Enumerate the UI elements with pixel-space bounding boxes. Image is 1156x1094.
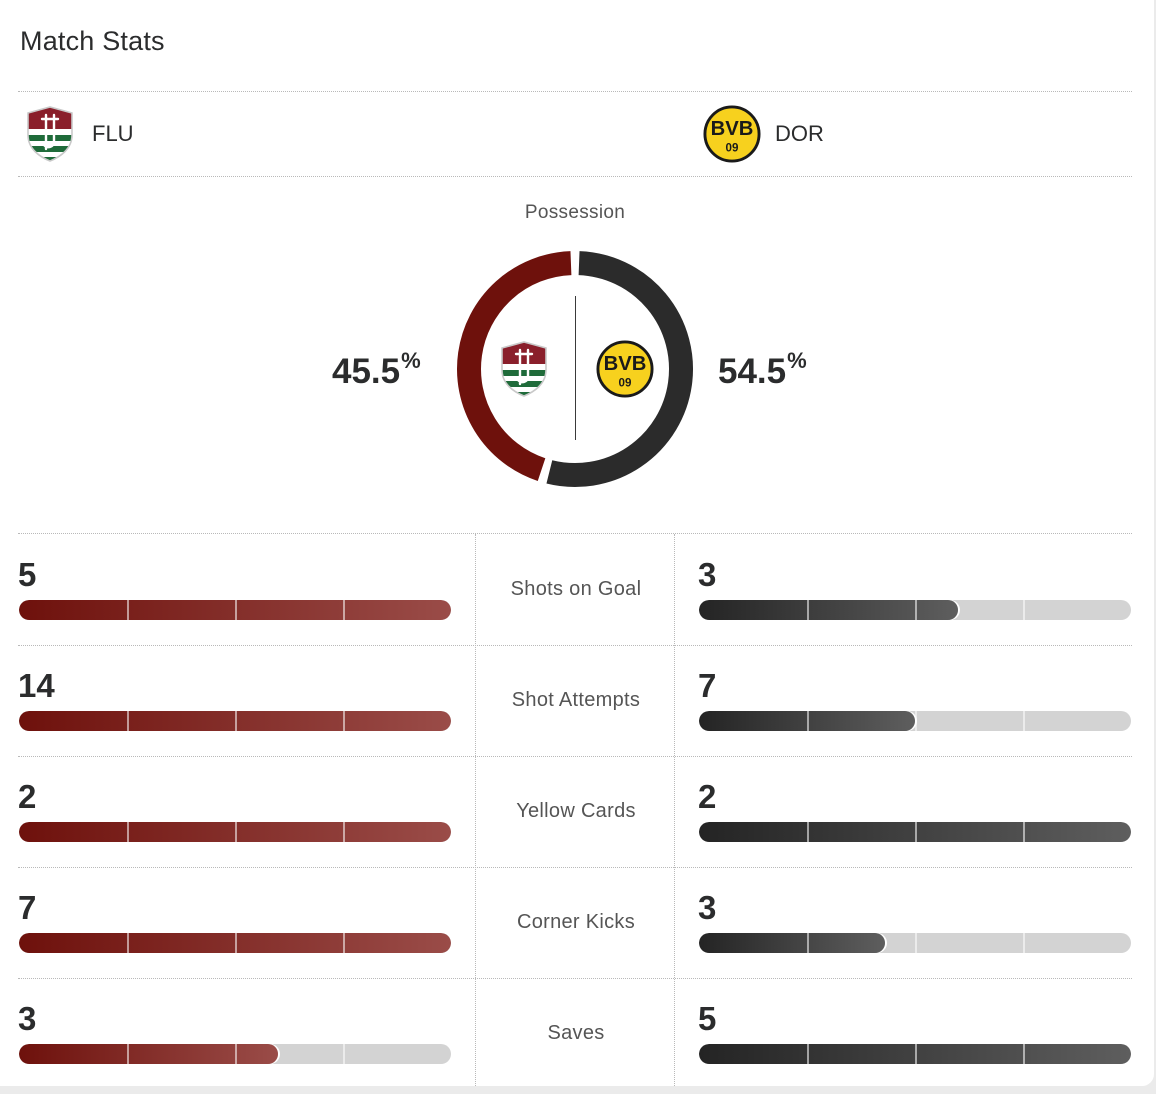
bar-tick: [807, 933, 809, 953]
home-stat-bar: [19, 711, 451, 731]
bar-tick: [1023, 933, 1025, 953]
home-stat-bar: [19, 822, 451, 842]
away-stat-bar-fill: [699, 933, 885, 953]
bar-tick: [343, 1044, 345, 1064]
bar-tick: [235, 600, 237, 620]
divider: [18, 533, 1132, 534]
divider: [18, 176, 1132, 177]
bar-tick: [915, 600, 917, 620]
stat-label: Shot Attempts: [511, 689, 641, 711]
bar-tick: [343, 711, 345, 731]
away-possession-value: 54.5%: [718, 348, 807, 391]
home-stat-value: 14: [18, 667, 55, 704]
bar-tick: [1023, 711, 1025, 731]
home-stat-bar-fill: [19, 1044, 279, 1064]
stat-row-yellow-cards: 2 Yellow Cards 2: [18, 756, 1132, 867]
away-stat-value: 3: [698, 556, 717, 593]
bar-tick: [915, 711, 917, 731]
donut-divider: [575, 296, 576, 440]
possession-label: Possession: [524, 202, 626, 223]
stat-label: Shots on Goal: [510, 578, 642, 600]
divider: [18, 645, 1132, 646]
away-stat-value: 5: [698, 1000, 717, 1037]
divider: [18, 91, 1132, 92]
bar-tick: [235, 1044, 237, 1064]
bvb-crest-icon: [596, 340, 654, 398]
home-stat-value: 5: [18, 556, 37, 593]
home-stat-value: 2: [18, 778, 37, 815]
bar-tick: [127, 600, 129, 620]
stat-row-shots-on-goal: 5 Shots on Goal 3: [18, 534, 1132, 645]
away-stat-bar: [699, 822, 1131, 842]
bar-tick: [235, 711, 237, 731]
away-team-abbr: DOR: [775, 121, 824, 146]
possession-donut-chart: [457, 251, 693, 487]
bar-tick: [235, 933, 237, 953]
bar-tick: [127, 933, 129, 953]
bar-tick: [127, 1044, 129, 1064]
stat-label: Yellow Cards: [516, 800, 636, 822]
bar-tick: [915, 1044, 917, 1064]
away-stat-value: 3: [698, 889, 717, 926]
divider: [18, 756, 1132, 757]
bar-tick: [343, 822, 345, 842]
home-stat-bar: [19, 933, 451, 953]
bar-tick: [807, 822, 809, 842]
away-stat-value: 7: [698, 667, 717, 704]
bar-tick: [343, 933, 345, 953]
bar-tick: [807, 1044, 809, 1064]
stat-row-saves: 3 Saves 5: [18, 978, 1132, 1086]
stat-label: Saves: [547, 1022, 605, 1044]
away-stat-value: 2: [698, 778, 717, 815]
bar-tick: [807, 711, 809, 731]
stat-row-shot-attempts: 14 Shot Attempts 7: [18, 645, 1132, 756]
away-team[interactable]: DOR: [703, 104, 824, 164]
home-team[interactable]: FLU: [24, 104, 134, 164]
away-stat-bar: [699, 933, 1131, 953]
home-stat-bar: [19, 600, 451, 620]
column-divider: [674, 534, 675, 1086]
bar-tick: [915, 822, 917, 842]
home-possession-arc: [457, 251, 572, 481]
home-team-abbr: FLU: [92, 121, 134, 146]
bar-tick: [1023, 600, 1025, 620]
home-stat-value: 3: [18, 1000, 37, 1037]
bar-tick: [127, 711, 129, 731]
column-divider: [475, 534, 476, 1086]
bar-tick: [127, 822, 129, 842]
home-stat-bar: [19, 1044, 451, 1064]
bar-tick: [1023, 1044, 1025, 1064]
away-stat-bar-fill: [699, 600, 959, 620]
away-possession-arc: [546, 251, 693, 487]
home-stat-value: 7: [18, 889, 37, 926]
bar-tick: [915, 933, 917, 953]
bar-tick: [807, 600, 809, 620]
fluminense-crest-icon: [498, 340, 550, 398]
bar-tick: [235, 822, 237, 842]
away-stat-bar: [699, 1044, 1131, 1064]
home-possession-value: 45.5%: [332, 348, 421, 391]
page-title: Match Stats: [20, 26, 165, 56]
away-stat-bar: [699, 711, 1131, 731]
stat-row-corner-kicks: 7 Corner Kicks 3: [18, 867, 1132, 978]
bar-tick: [1023, 822, 1025, 842]
divider: [18, 867, 1132, 868]
stat-label: Corner Kicks: [516, 911, 636, 933]
divider: [18, 978, 1132, 979]
away-stat-bar: [699, 600, 1131, 620]
bvb-crest-icon: [703, 105, 761, 163]
fluminense-crest-icon: [24, 105, 76, 163]
bar-tick: [343, 600, 345, 620]
